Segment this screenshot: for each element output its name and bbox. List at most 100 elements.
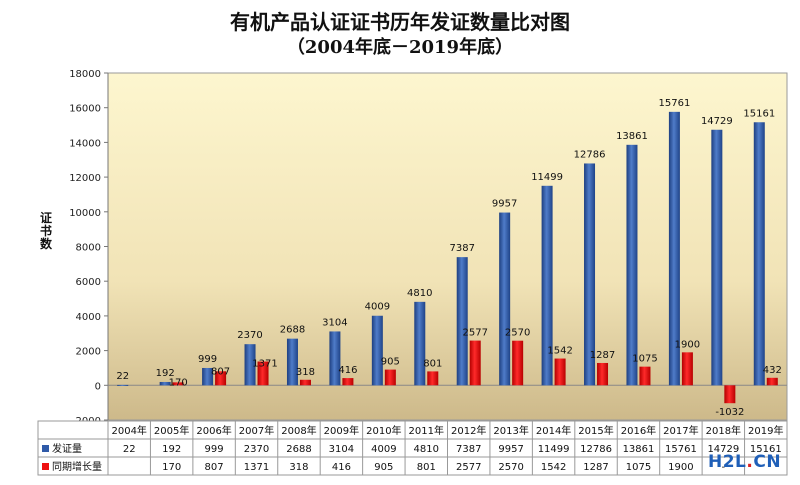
bar-issued-label: 192 xyxy=(156,368,175,379)
table-cell: 192 xyxy=(162,444,181,455)
legend-label: 发证量 xyxy=(52,442,82,455)
bar-growth-label: 1075 xyxy=(632,354,657,365)
data-table xyxy=(37,420,788,476)
bar-issued xyxy=(711,129,723,386)
bar-growth xyxy=(384,369,396,386)
bar-growth-label: 905 xyxy=(381,357,400,368)
bar-issued xyxy=(626,144,638,386)
bar-issued xyxy=(117,384,129,386)
table-cell: 15161 xyxy=(750,444,782,455)
bar-issued-label: 11499 xyxy=(531,172,563,183)
bar-growth-label: 416 xyxy=(338,365,357,376)
watermark-suffix: CN xyxy=(753,452,782,472)
bar-growth-label: 1542 xyxy=(547,346,572,357)
table-cell: 2688 xyxy=(286,444,311,455)
bar-growth-label: 2577 xyxy=(462,328,487,339)
table-cell: 1542 xyxy=(541,462,566,473)
bar-growth xyxy=(299,379,311,386)
table-cell: 4810 xyxy=(414,444,439,455)
table-cell: 416 xyxy=(332,462,351,473)
table-cell: 7387 xyxy=(456,444,481,455)
bar-issued xyxy=(286,338,298,386)
legend-label: 同期增长量 xyxy=(52,460,102,473)
bar-growth xyxy=(766,377,778,386)
x-category-label: 2016年 xyxy=(621,424,656,437)
x-category-label: 2007年 xyxy=(239,424,274,437)
bar-growth-label: 1900 xyxy=(675,339,700,350)
y-axis-label-char: 书 xyxy=(40,223,52,238)
bar-growth-label: 1287 xyxy=(590,350,615,361)
legend-key xyxy=(42,463,49,470)
bar-issued-label: 2370 xyxy=(237,330,262,341)
x-category-label: 2014年 xyxy=(536,424,571,437)
table-cell: 1900 xyxy=(668,462,693,473)
x-category-label: 2012年 xyxy=(451,424,486,437)
y-tick-label: 14000 xyxy=(69,138,101,149)
bar-growth-label: 318 xyxy=(296,367,315,378)
bar-growth xyxy=(512,340,524,386)
table-cell: 999 xyxy=(205,444,224,455)
bar-issued xyxy=(159,381,171,386)
y-tick-label: 2000 xyxy=(76,347,101,358)
bar-growth xyxy=(724,385,736,404)
bar-growth xyxy=(172,382,184,386)
bar-growth xyxy=(215,371,227,386)
y-tick-label: 16000 xyxy=(69,104,101,115)
bar-issued-label: 9957 xyxy=(492,199,517,210)
x-category-label: 2018年 xyxy=(706,424,741,437)
y-tick-label: 10000 xyxy=(69,208,101,219)
y-axis-label-char: 证 xyxy=(40,211,52,225)
bar-issued-label: 12786 xyxy=(574,149,606,160)
bar-issued-label: 4810 xyxy=(407,288,432,299)
bar-issued-label: 3104 xyxy=(322,317,347,328)
table-cell: 801 xyxy=(417,462,436,473)
y-tick-label: 6000 xyxy=(76,277,101,288)
bar-issued-label: 2688 xyxy=(280,325,305,336)
table-cell: - xyxy=(722,462,726,473)
table-cell: 13861 xyxy=(623,444,655,455)
table-cell: 1075 xyxy=(626,462,651,473)
bar-issued-label: 15161 xyxy=(743,108,775,119)
bar-growth xyxy=(639,366,651,386)
bar-growth-label: 432 xyxy=(763,365,782,376)
bar-issued-label: 7387 xyxy=(449,243,474,254)
x-category-label: 2005年 xyxy=(154,424,189,437)
legend-key xyxy=(42,445,49,452)
bar-issued xyxy=(371,315,383,386)
table-cell: 807 xyxy=(205,462,224,473)
table-cell: 2570 xyxy=(498,462,523,473)
y-axis-label-char: 数 xyxy=(40,236,53,251)
table-cell: 905 xyxy=(374,462,393,473)
x-category-label: 2015年 xyxy=(578,424,613,437)
bar-issued-label: 4009 xyxy=(365,302,390,313)
watermark-dot: . xyxy=(746,452,754,472)
x-category-label: 2011年 xyxy=(409,424,444,437)
bar-growth xyxy=(554,358,566,386)
bar-growth-label: 2570 xyxy=(505,328,530,339)
bar-issued xyxy=(244,344,256,386)
bar-growth xyxy=(681,352,693,386)
y-tick-label: 12000 xyxy=(69,173,101,184)
table-cell: 318 xyxy=(289,462,308,473)
bar-growth-label: 807 xyxy=(211,366,230,377)
table-cell: 15761 xyxy=(665,444,697,455)
bar-issued-label: 14729 xyxy=(701,116,733,127)
bar-issued xyxy=(329,331,341,386)
x-category-label: 2006年 xyxy=(196,424,231,437)
x-category-label: 2009年 xyxy=(324,424,359,437)
x-category-label: 2013年 xyxy=(493,424,528,437)
bar-growth xyxy=(427,371,439,386)
bar-issued-label: 15761 xyxy=(659,98,691,109)
table-cell: 2370 xyxy=(244,444,269,455)
table-cell: 1371 xyxy=(244,462,269,473)
bar-growth xyxy=(469,340,481,386)
y-tick-label: 18000 xyxy=(69,69,101,80)
bar-issued xyxy=(456,257,468,386)
y-tick-label: 8000 xyxy=(76,243,101,254)
bar-growth xyxy=(257,361,269,386)
table-cell: 22 xyxy=(123,444,136,455)
x-category-label: 2008年 xyxy=(281,424,316,437)
bar-issued xyxy=(414,301,426,386)
y-tick-label: 0 xyxy=(95,381,101,392)
